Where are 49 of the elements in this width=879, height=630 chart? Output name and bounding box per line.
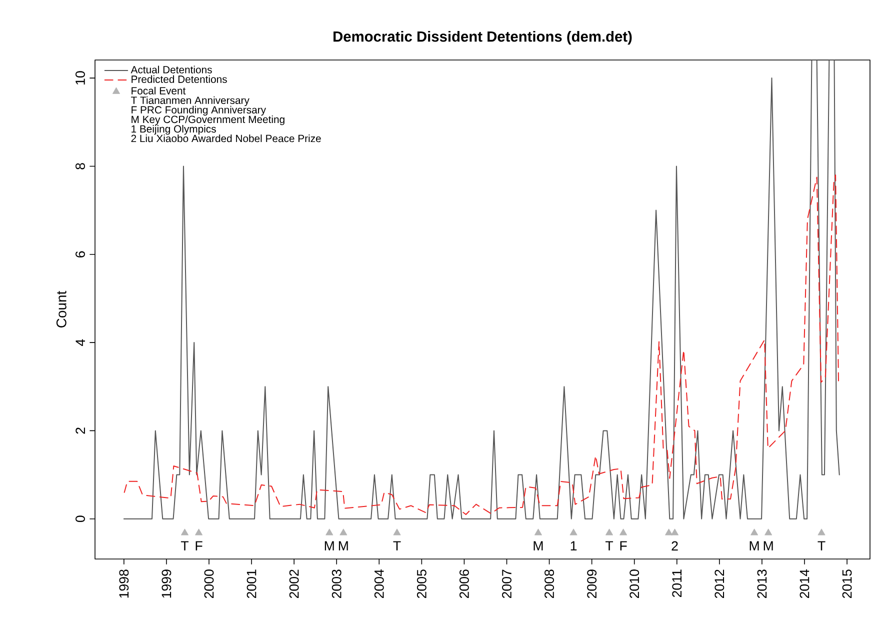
x-tick-label: 2002 xyxy=(289,570,299,598)
legend-label: Actual Detentions xyxy=(130,66,212,74)
legend-label: Focal Event xyxy=(132,86,186,94)
x-tick-label: 1999 xyxy=(162,570,172,598)
line-series xyxy=(123,60,840,520)
annotation: M xyxy=(764,541,773,550)
annotation: F PRC Founding Anniversary xyxy=(132,106,266,116)
x-tick-label: 2008 xyxy=(544,570,554,598)
annotation: M xyxy=(534,541,543,550)
x-tick-label: 2003 xyxy=(332,570,342,598)
annotation: 1 Beijing Olympics xyxy=(132,124,216,135)
annotation: T xyxy=(393,541,401,550)
annotation: M xyxy=(338,541,348,550)
annotation: M xyxy=(750,541,759,550)
x-tick-label: 2006 xyxy=(459,570,469,598)
x-tick-label: 2000 xyxy=(204,570,214,598)
y-tick-label: 10 xyxy=(76,71,85,84)
x-tick-label: 2007 xyxy=(502,570,512,598)
x-tick-label: 2012 xyxy=(714,570,724,598)
annotation: T xyxy=(818,541,826,550)
annotation: T xyxy=(180,541,189,550)
y-tick-label: 2 xyxy=(76,428,85,434)
y-tick-label: 0 xyxy=(76,516,85,522)
x-tick-label: 2013 xyxy=(757,570,767,598)
y-tick-label: 8 xyxy=(76,163,85,170)
x-tick-label: 2004 xyxy=(374,569,384,598)
x-tick-label: 2001 xyxy=(246,570,256,598)
chart-title: Democratic Dissident Detentions (dem.det) xyxy=(334,30,632,45)
annotation: T xyxy=(605,541,614,550)
annotation: 1 xyxy=(570,541,577,550)
x-tick-label: 2009 xyxy=(587,570,597,598)
x-tick-label: 2014 xyxy=(800,569,810,598)
legend-label: Predicted Detentions xyxy=(132,75,227,83)
line-series xyxy=(124,174,840,515)
annotation: 2 xyxy=(672,541,678,551)
annotation: F xyxy=(620,541,627,550)
annotation: M Key CCP/Government Meeting xyxy=(132,115,284,126)
annotation: M xyxy=(324,541,334,550)
y-tick-label: 6 xyxy=(76,251,85,258)
x-tick-label: 2005 xyxy=(416,570,426,598)
x-tick-label: 1998 xyxy=(119,570,129,598)
x-tick-label: 2010 xyxy=(630,570,640,598)
y-axis-title: Count xyxy=(56,290,66,328)
y-tick-label: 4 xyxy=(76,339,85,346)
annotation: 2 Liu Xiaobo Awarded Nobel Peace Prize xyxy=(131,134,321,142)
x-tick-label: 2015 xyxy=(842,570,852,598)
x-tick-label: 2011 xyxy=(672,570,682,598)
annotation: F xyxy=(196,541,202,550)
annotation: T Tiananmen Anniversary xyxy=(131,96,250,106)
